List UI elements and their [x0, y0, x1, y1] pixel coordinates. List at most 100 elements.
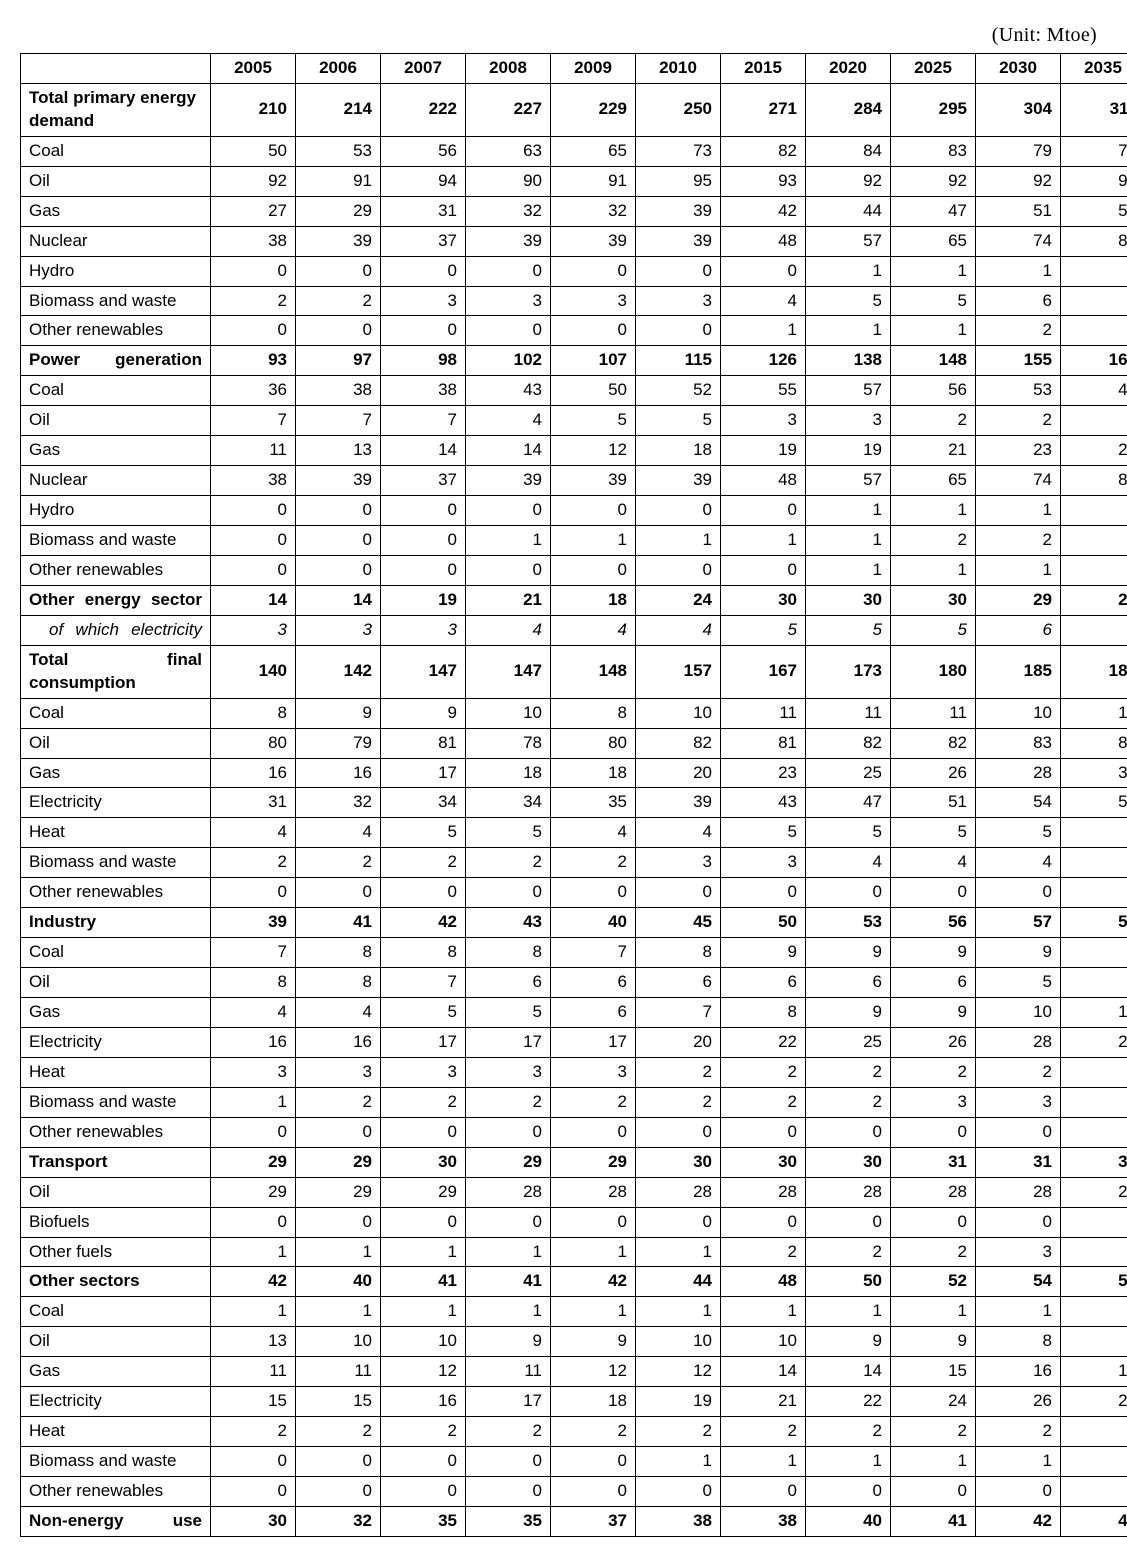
cell-value: 44	[636, 1267, 721, 1297]
cell-value: 1	[211, 1237, 296, 1267]
cell-value: 40	[296, 1267, 381, 1297]
cell-value: 83	[1061, 226, 1127, 256]
cell-value: 45	[636, 908, 721, 938]
cell-value: 28	[976, 1177, 1061, 1207]
cell-value: 30	[891, 585, 976, 615]
cell-value: 15	[211, 1387, 296, 1417]
cell-value: 5	[806, 615, 891, 645]
cell-value: 2	[1061, 316, 1127, 346]
table-row: Electricity3132343435394347515457	[21, 788, 1127, 818]
cell-value: 18	[466, 758, 551, 788]
cell-value: 26	[891, 1027, 976, 1057]
cell-value: 43	[466, 908, 551, 938]
cell-value: 2	[211, 286, 296, 316]
cell-value: 115	[636, 346, 721, 376]
cell-value: 2	[551, 848, 636, 878]
cell-value: 58	[1061, 908, 1127, 938]
cell-value: 1	[891, 555, 976, 585]
cell-value: 94	[381, 166, 466, 196]
column-header: 2005	[211, 54, 296, 84]
row-label: Total final consumption	[21, 645, 211, 698]
cell-value: 26	[976, 1387, 1061, 1417]
cell-value: 1	[1061, 1297, 1127, 1327]
cell-value: 39	[551, 466, 636, 496]
cell-value: 0	[721, 1117, 806, 1147]
cell-value: 5	[976, 818, 1061, 848]
cell-value: 2	[1061, 1057, 1127, 1087]
cell-value: 13	[211, 1327, 296, 1357]
row-label: Oil	[21, 406, 211, 436]
cell-value: 1	[976, 1297, 1061, 1327]
cell-value: 16	[211, 1027, 296, 1057]
cell-value: 3	[721, 848, 806, 878]
cell-value: 0	[636, 316, 721, 346]
cell-value: 51	[976, 196, 1061, 226]
column-header: 2030	[976, 54, 1061, 84]
cell-value: 2	[551, 1417, 636, 1447]
cell-value: 4	[211, 998, 296, 1028]
cell-value: 0	[721, 555, 806, 585]
cell-value: 35	[381, 1506, 466, 1536]
cell-value: 10	[636, 1327, 721, 1357]
cell-value: 0	[976, 878, 1061, 908]
table-row: Electricity1515161718192122242627	[21, 1387, 1127, 1417]
cell-value: 21	[721, 1387, 806, 1417]
cell-value: 4	[466, 406, 551, 436]
cell-value: 3	[636, 286, 721, 316]
table-row: Electricity1616171717202225262829	[21, 1027, 1127, 1057]
cell-value: 0	[891, 1117, 976, 1147]
cell-value: 3	[466, 1057, 551, 1087]
cell-value: 8	[976, 1327, 1061, 1357]
cell-value: 304	[976, 83, 1061, 136]
row-label: Non-energy use	[21, 1506, 211, 1536]
cell-value: 6	[551, 998, 636, 1028]
cell-value: 0	[381, 1207, 466, 1237]
cell-value: 29	[296, 1147, 381, 1177]
table-row: Oil9291949091959392929291	[21, 166, 1127, 196]
table-row: Heat22222222223	[21, 1417, 1127, 1447]
cell-value: 39	[296, 466, 381, 496]
cell-value: 17	[381, 758, 466, 788]
cell-value: 1	[381, 1297, 466, 1327]
cell-value: 42	[551, 1267, 636, 1297]
cell-value: 1	[806, 526, 891, 556]
cell-value: 8	[296, 938, 381, 968]
column-header: 2006	[296, 54, 381, 84]
cell-value: 1	[976, 256, 1061, 286]
cell-value: 2	[1061, 526, 1127, 556]
cell-value: 1	[636, 1237, 721, 1267]
row-label: Biomass and waste	[21, 1447, 211, 1477]
column-header: 2020	[806, 54, 891, 84]
cell-value: 2	[381, 1417, 466, 1447]
cell-value: 1	[1061, 256, 1127, 286]
row-label: Coal	[21, 938, 211, 968]
cell-value: 1	[891, 316, 976, 346]
cell-value: 0	[296, 316, 381, 346]
cell-value: 0	[806, 1117, 891, 1147]
cell-value: 1	[806, 496, 891, 526]
cell-value: 32	[1061, 1147, 1127, 1177]
table-row: Oil77745533222	[21, 406, 1127, 436]
cell-value: 32	[551, 196, 636, 226]
cell-value: 90	[466, 166, 551, 196]
cell-value: 10	[466, 698, 551, 728]
cell-value: 185	[976, 645, 1061, 698]
cell-value: 14	[211, 585, 296, 615]
cell-value: 3	[976, 1237, 1061, 1267]
cell-value: 18	[551, 758, 636, 788]
cell-value: 97	[296, 346, 381, 376]
cell-value: 0	[466, 878, 551, 908]
row-label: Other renewables	[21, 555, 211, 585]
cell-value: 2	[1061, 555, 1127, 585]
cell-value: 35	[551, 788, 636, 818]
cell-value: 53	[296, 136, 381, 166]
row-label: Biomass and waste	[21, 526, 211, 556]
cell-value: 12	[636, 1357, 721, 1387]
cell-value: 3	[1061, 1087, 1127, 1117]
cell-value: 18	[636, 436, 721, 466]
cell-value: 0	[296, 496, 381, 526]
row-label: Biomass and waste	[21, 286, 211, 316]
cell-value: 3	[891, 1087, 976, 1117]
cell-value: 50	[806, 1267, 891, 1297]
table-row: Gas1111121112121414151617	[21, 1357, 1127, 1387]
